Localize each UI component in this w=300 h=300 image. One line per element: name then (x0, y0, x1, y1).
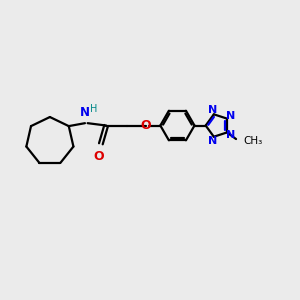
Text: O: O (93, 150, 104, 163)
Text: CH₃: CH₃ (243, 136, 262, 146)
Text: N: N (80, 106, 90, 119)
Text: N: N (208, 136, 217, 146)
Text: H: H (90, 104, 97, 114)
Text: N: N (226, 130, 235, 140)
Text: O: O (141, 119, 151, 132)
Text: N: N (226, 111, 235, 121)
Text: N: N (208, 105, 217, 115)
